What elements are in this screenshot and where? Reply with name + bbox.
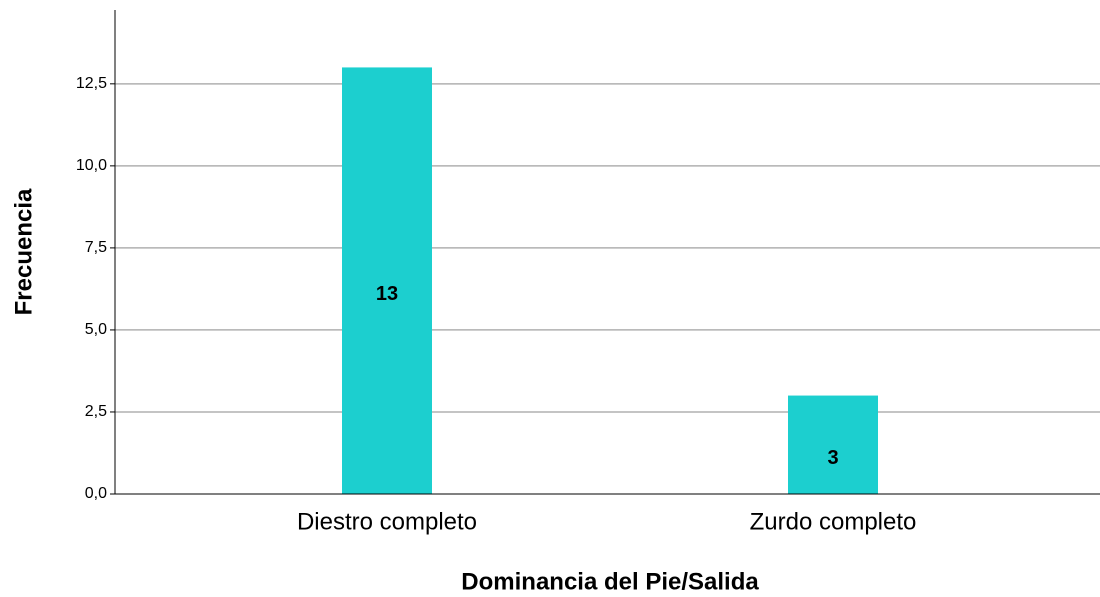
data-label: 13: [376, 283, 398, 305]
x-axis-title: Dominancia del Pie/Salida: [461, 568, 759, 595]
x-tick-label: Diestro completo: [297, 508, 477, 535]
y-tick-label: 0,0: [85, 485, 107, 502]
bar: [788, 395, 878, 494]
data-label: 3: [827, 447, 838, 469]
y-tick-label: 5,0: [85, 321, 107, 338]
y-axis-title: Frecuencia: [10, 188, 37, 315]
y-tick-label: 12,5: [76, 75, 107, 92]
y-tick-label: 10,0: [76, 157, 107, 174]
x-tick-label: Zurdo completo: [750, 508, 917, 535]
bar: [342, 67, 432, 494]
y-tick-label: 7,5: [85, 239, 107, 256]
y-tick-label: 2,5: [85, 403, 107, 420]
